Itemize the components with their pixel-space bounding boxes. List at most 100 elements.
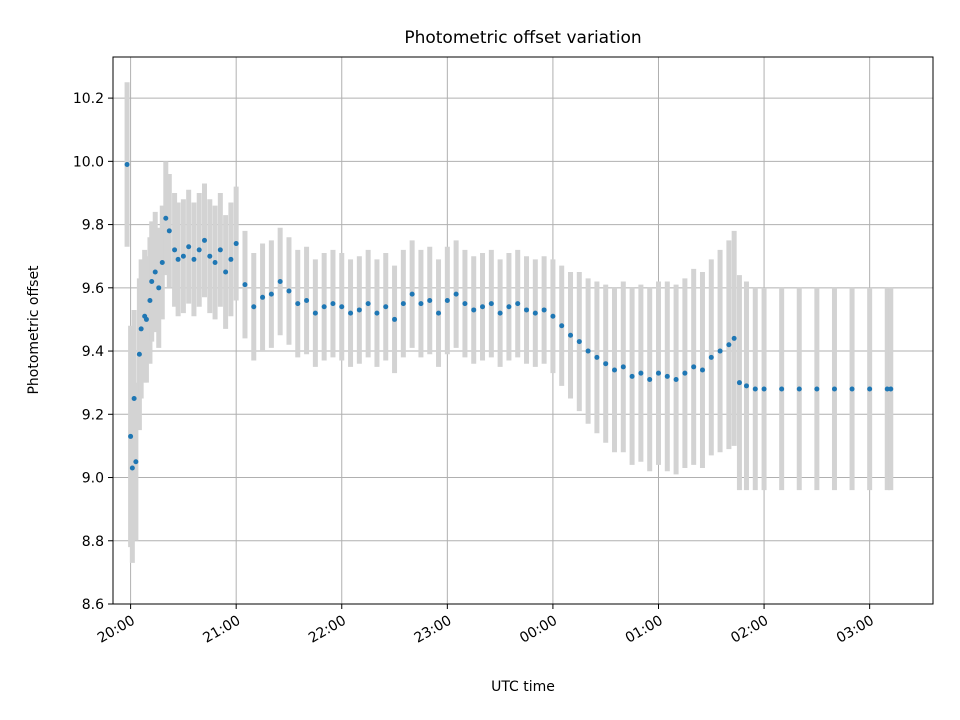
y-tick-label: 9.4 [82, 344, 104, 360]
data-point [682, 370, 688, 376]
data-point [726, 342, 732, 348]
data-point [260, 294, 266, 300]
data-point [884, 386, 890, 392]
data-point [128, 433, 134, 439]
data-point [796, 386, 802, 392]
data-point [212, 260, 218, 266]
data-point [743, 383, 749, 389]
y-axis-ticks: 8.6 8.8 9.0 9.2 9.4 9.6 9.8 10.0 10.2 [73, 91, 113, 613]
data-point [708, 354, 714, 360]
data-point [506, 304, 512, 310]
data-point [186, 244, 192, 250]
data-point [436, 310, 442, 316]
chart-title: Photometric offset variation [404, 28, 641, 48]
data-point [488, 301, 494, 307]
data-point [223, 269, 229, 275]
data-point [251, 304, 257, 310]
data-point [655, 370, 661, 376]
data-point [312, 310, 318, 316]
data-point [191, 256, 197, 262]
data-point [418, 301, 424, 307]
data-point [156, 285, 162, 291]
data-point [136, 351, 142, 357]
data-point [576, 339, 582, 345]
data-point [444, 297, 450, 303]
data-point [233, 241, 239, 247]
data-point [268, 291, 274, 297]
y-tick-label: 8.6 [82, 597, 104, 613]
data-point [295, 301, 301, 307]
data-point [400, 301, 406, 307]
data-point [339, 304, 345, 310]
data-point [180, 253, 186, 259]
data-point [471, 307, 477, 313]
data-point [594, 354, 600, 360]
y-tick-label: 8.8 [82, 534, 104, 550]
data-point [348, 310, 354, 316]
data-point [321, 304, 327, 310]
data-point [699, 367, 705, 373]
data-point [383, 304, 389, 310]
data-point [175, 256, 181, 262]
data-point [736, 380, 742, 386]
data-point [629, 373, 635, 379]
data-point [427, 297, 433, 303]
data-point [849, 386, 855, 392]
data-point [453, 291, 459, 297]
data-points [124, 162, 894, 471]
data-point [166, 228, 172, 234]
data-point [585, 348, 591, 354]
data-point [217, 247, 223, 253]
data-point [409, 291, 415, 297]
data-point [196, 247, 202, 253]
data-point [152, 269, 158, 275]
data-point [163, 215, 169, 221]
y-tick-label: 9.0 [82, 471, 104, 487]
data-point [365, 301, 371, 307]
data-point [673, 377, 679, 383]
data-point [541, 307, 547, 313]
data-point [515, 301, 521, 307]
data-point [131, 395, 137, 401]
data-point [129, 465, 135, 471]
data-point [202, 237, 208, 243]
data-point [779, 386, 785, 392]
data-point [149, 278, 155, 284]
data-point [330, 301, 336, 307]
data-point [172, 247, 178, 253]
data-point [143, 316, 149, 322]
data-point [620, 364, 626, 370]
data-point [159, 260, 165, 266]
data-point [568, 332, 574, 338]
data-point [497, 310, 503, 316]
data-point [124, 162, 130, 168]
data-point [888, 386, 894, 392]
y-tick-label: 9.8 [82, 218, 104, 234]
data-point [524, 307, 530, 313]
data-point [559, 323, 565, 329]
data-point [814, 386, 820, 392]
data-point [138, 326, 144, 332]
data-point [228, 256, 234, 262]
data-point [207, 253, 213, 259]
data-point [867, 386, 873, 392]
data-point [532, 310, 538, 316]
data-point [374, 310, 380, 316]
data-point [133, 459, 139, 465]
data-point [761, 386, 767, 392]
data-point [286, 288, 292, 294]
data-point [691, 364, 697, 370]
data-point [147, 297, 153, 303]
y-tick-label: 10.2 [73, 91, 104, 107]
data-point [647, 377, 653, 383]
data-point [356, 307, 362, 313]
y-tick-label: 9.6 [82, 281, 104, 297]
data-point [277, 278, 283, 284]
data-point [304, 297, 310, 303]
data-point [550, 313, 556, 319]
data-point [462, 301, 468, 307]
data-point [392, 316, 398, 322]
data-point [731, 335, 737, 341]
y-axis-label: Photometric offset [26, 265, 42, 395]
